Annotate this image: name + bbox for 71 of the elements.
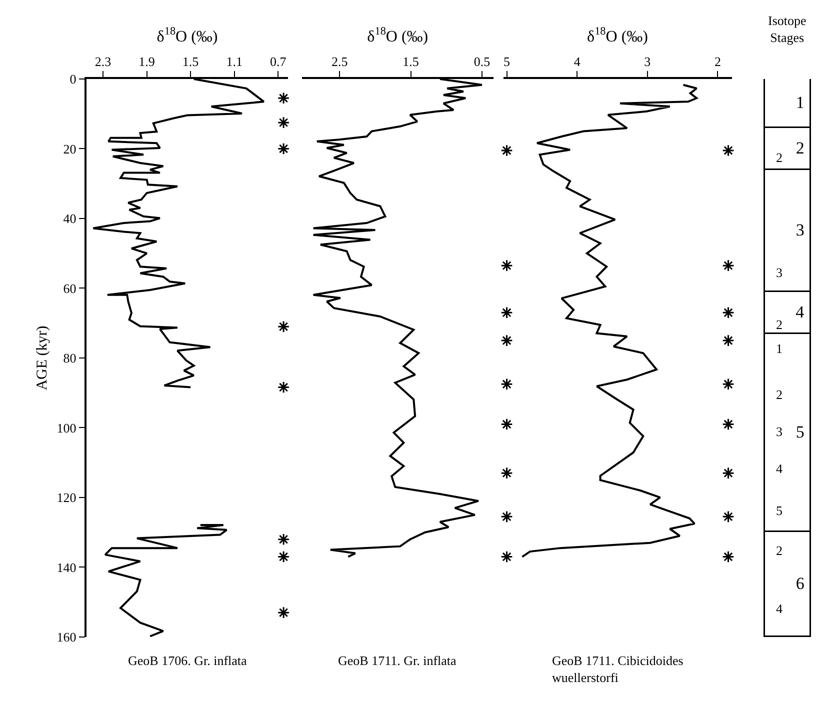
point xyxy=(722,144,734,157)
y-tick-label: 20 xyxy=(63,141,76,156)
annotation: 2 xyxy=(776,317,782,332)
annotation: 2 xyxy=(796,138,804,158)
x-tick-label: 5 xyxy=(504,54,510,70)
x-tick-label: 0.7 xyxy=(270,54,287,70)
point xyxy=(277,92,290,104)
text: GeoB 1711. Cibicidoides wuellerstorfi xyxy=(552,653,684,685)
y-tick-label: 0 xyxy=(70,72,76,87)
point xyxy=(500,510,513,523)
text: GeoB 1706. Gr. inflata xyxy=(128,653,248,668)
point xyxy=(277,142,290,155)
y-tick-label: 60 xyxy=(63,280,76,296)
annotation: 1 xyxy=(776,341,782,356)
series-label: 5 xyxy=(796,422,804,442)
annotation: 3 xyxy=(776,424,782,439)
point xyxy=(500,306,513,319)
point xyxy=(500,550,513,563)
x-tick-label: 4 xyxy=(574,54,581,70)
point xyxy=(722,418,734,430)
chart-title: Isotope Stages xyxy=(768,13,806,45)
x-tick-label: 1.5 xyxy=(402,54,419,70)
point xyxy=(277,320,290,333)
point xyxy=(500,334,513,347)
y-tick-label: 160 xyxy=(56,630,76,645)
text: GeoB 1711. Gr. inflata xyxy=(338,653,457,668)
x-axis-title: δ$^{18}$O (‰) xyxy=(367,26,428,46)
annotation: 5 xyxy=(776,503,782,518)
point xyxy=(277,116,290,129)
point xyxy=(722,378,734,390)
point xyxy=(277,381,290,394)
point xyxy=(722,510,734,523)
point xyxy=(500,418,513,430)
x-tick-label: 3 xyxy=(644,54,651,70)
y-tick-label: 80 xyxy=(63,350,76,366)
y-tick-label: 40 xyxy=(63,211,76,226)
series-label: 4 xyxy=(796,302,804,322)
x-tick-label: 1.5 xyxy=(182,54,199,70)
point xyxy=(722,306,734,319)
y-tick-label: 140 xyxy=(56,560,76,575)
point xyxy=(500,466,513,480)
point xyxy=(500,144,513,157)
x-tick-label: 1.1 xyxy=(226,54,242,70)
series-label: 6 xyxy=(770,574,804,594)
series-label: 1 xyxy=(770,93,804,112)
series-label: 3 xyxy=(770,220,804,240)
x-axis-title: δ$^{18}$O (‰) xyxy=(156,26,218,46)
annotation: 2 xyxy=(776,387,782,402)
y-tick-label: 100 xyxy=(56,420,76,436)
point xyxy=(277,533,290,546)
series-label: 2 xyxy=(776,150,782,165)
annotation: 2 xyxy=(776,543,782,558)
annotation: 3 xyxy=(776,265,782,280)
y-tick-label: 120 xyxy=(56,490,76,506)
annotation: 4 xyxy=(776,461,783,476)
point xyxy=(722,466,734,480)
x-tick-label: 0.5 xyxy=(474,54,490,70)
point xyxy=(722,334,734,347)
point xyxy=(277,606,290,619)
point xyxy=(722,550,734,563)
x-tick-label: 2 xyxy=(714,54,721,70)
annotation: 4 xyxy=(776,601,783,616)
x-tick-label: 1.9 xyxy=(138,54,155,70)
x-axis-title: δ$^{18}$O (‰) xyxy=(587,26,648,46)
point xyxy=(500,259,513,272)
y-axis-title: AGE (kyr) xyxy=(34,326,51,390)
point xyxy=(500,378,513,390)
point xyxy=(722,259,734,272)
point xyxy=(277,550,290,563)
x-tick-label: 2.5 xyxy=(332,54,348,70)
x-tick-label: 2.3 xyxy=(94,54,112,70)
